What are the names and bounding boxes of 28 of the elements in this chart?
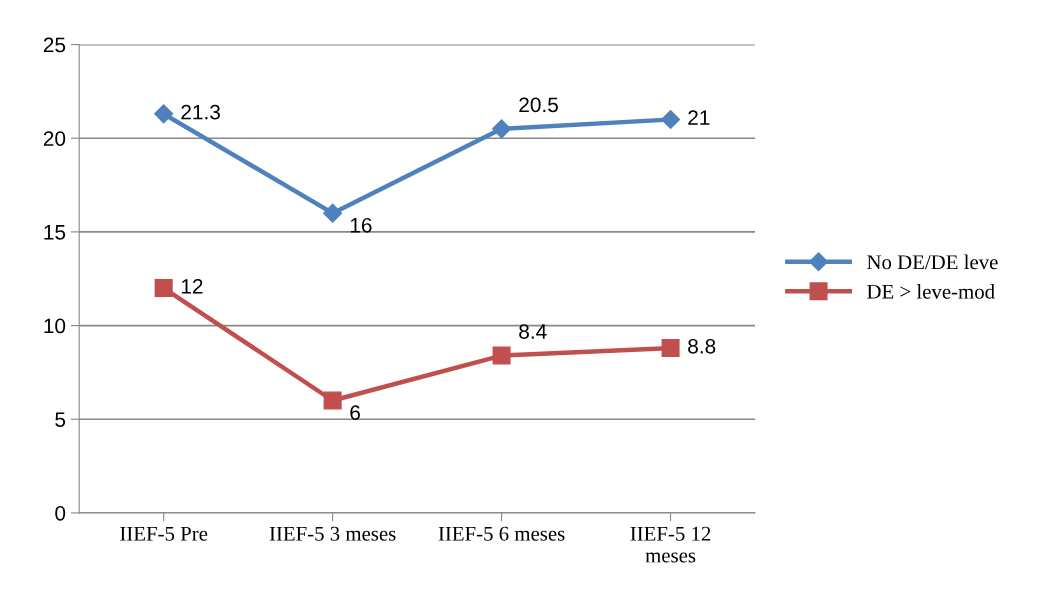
data-label: 8.8 <box>688 338 716 354</box>
point <box>154 104 174 124</box>
data-label: 12 <box>181 278 203 294</box>
point <box>661 109 681 130</box>
y-tick-label: 25 <box>43 37 66 53</box>
data-label: 20.5 <box>519 97 558 113</box>
x-tick-label: IIEF-5 3 meses <box>269 526 396 541</box>
data-label: 21 <box>688 110 710 125</box>
point <box>661 339 680 358</box>
legend-label: No DE/DE leve <box>867 254 998 270</box>
data-label: 21.3 <box>181 104 220 120</box>
y-tick-label: 10 <box>44 318 66 334</box>
x-tick-label: IIEF-5 12 meses <box>630 526 711 563</box>
x-tick-label: IIEF-5 6 meses <box>438 526 565 541</box>
data-label: 6 <box>350 405 360 420</box>
point <box>323 391 342 410</box>
y-tick-label: 5 <box>55 412 66 427</box>
data-label: 16 <box>350 217 372 233</box>
point <box>492 346 511 365</box>
x-tick-label: IIEF-5 Pre <box>120 526 208 541</box>
point <box>492 119 512 139</box>
y-tick-label: 20 <box>43 131 66 146</box>
y-tick-label: 0 <box>55 505 66 521</box>
data-label: 8.4 <box>519 324 547 339</box>
y-tick-label: 15 <box>44 225 66 240</box>
point <box>154 279 173 298</box>
point <box>323 203 343 223</box>
legend-label: DE > leve-mod <box>867 284 995 299</box>
